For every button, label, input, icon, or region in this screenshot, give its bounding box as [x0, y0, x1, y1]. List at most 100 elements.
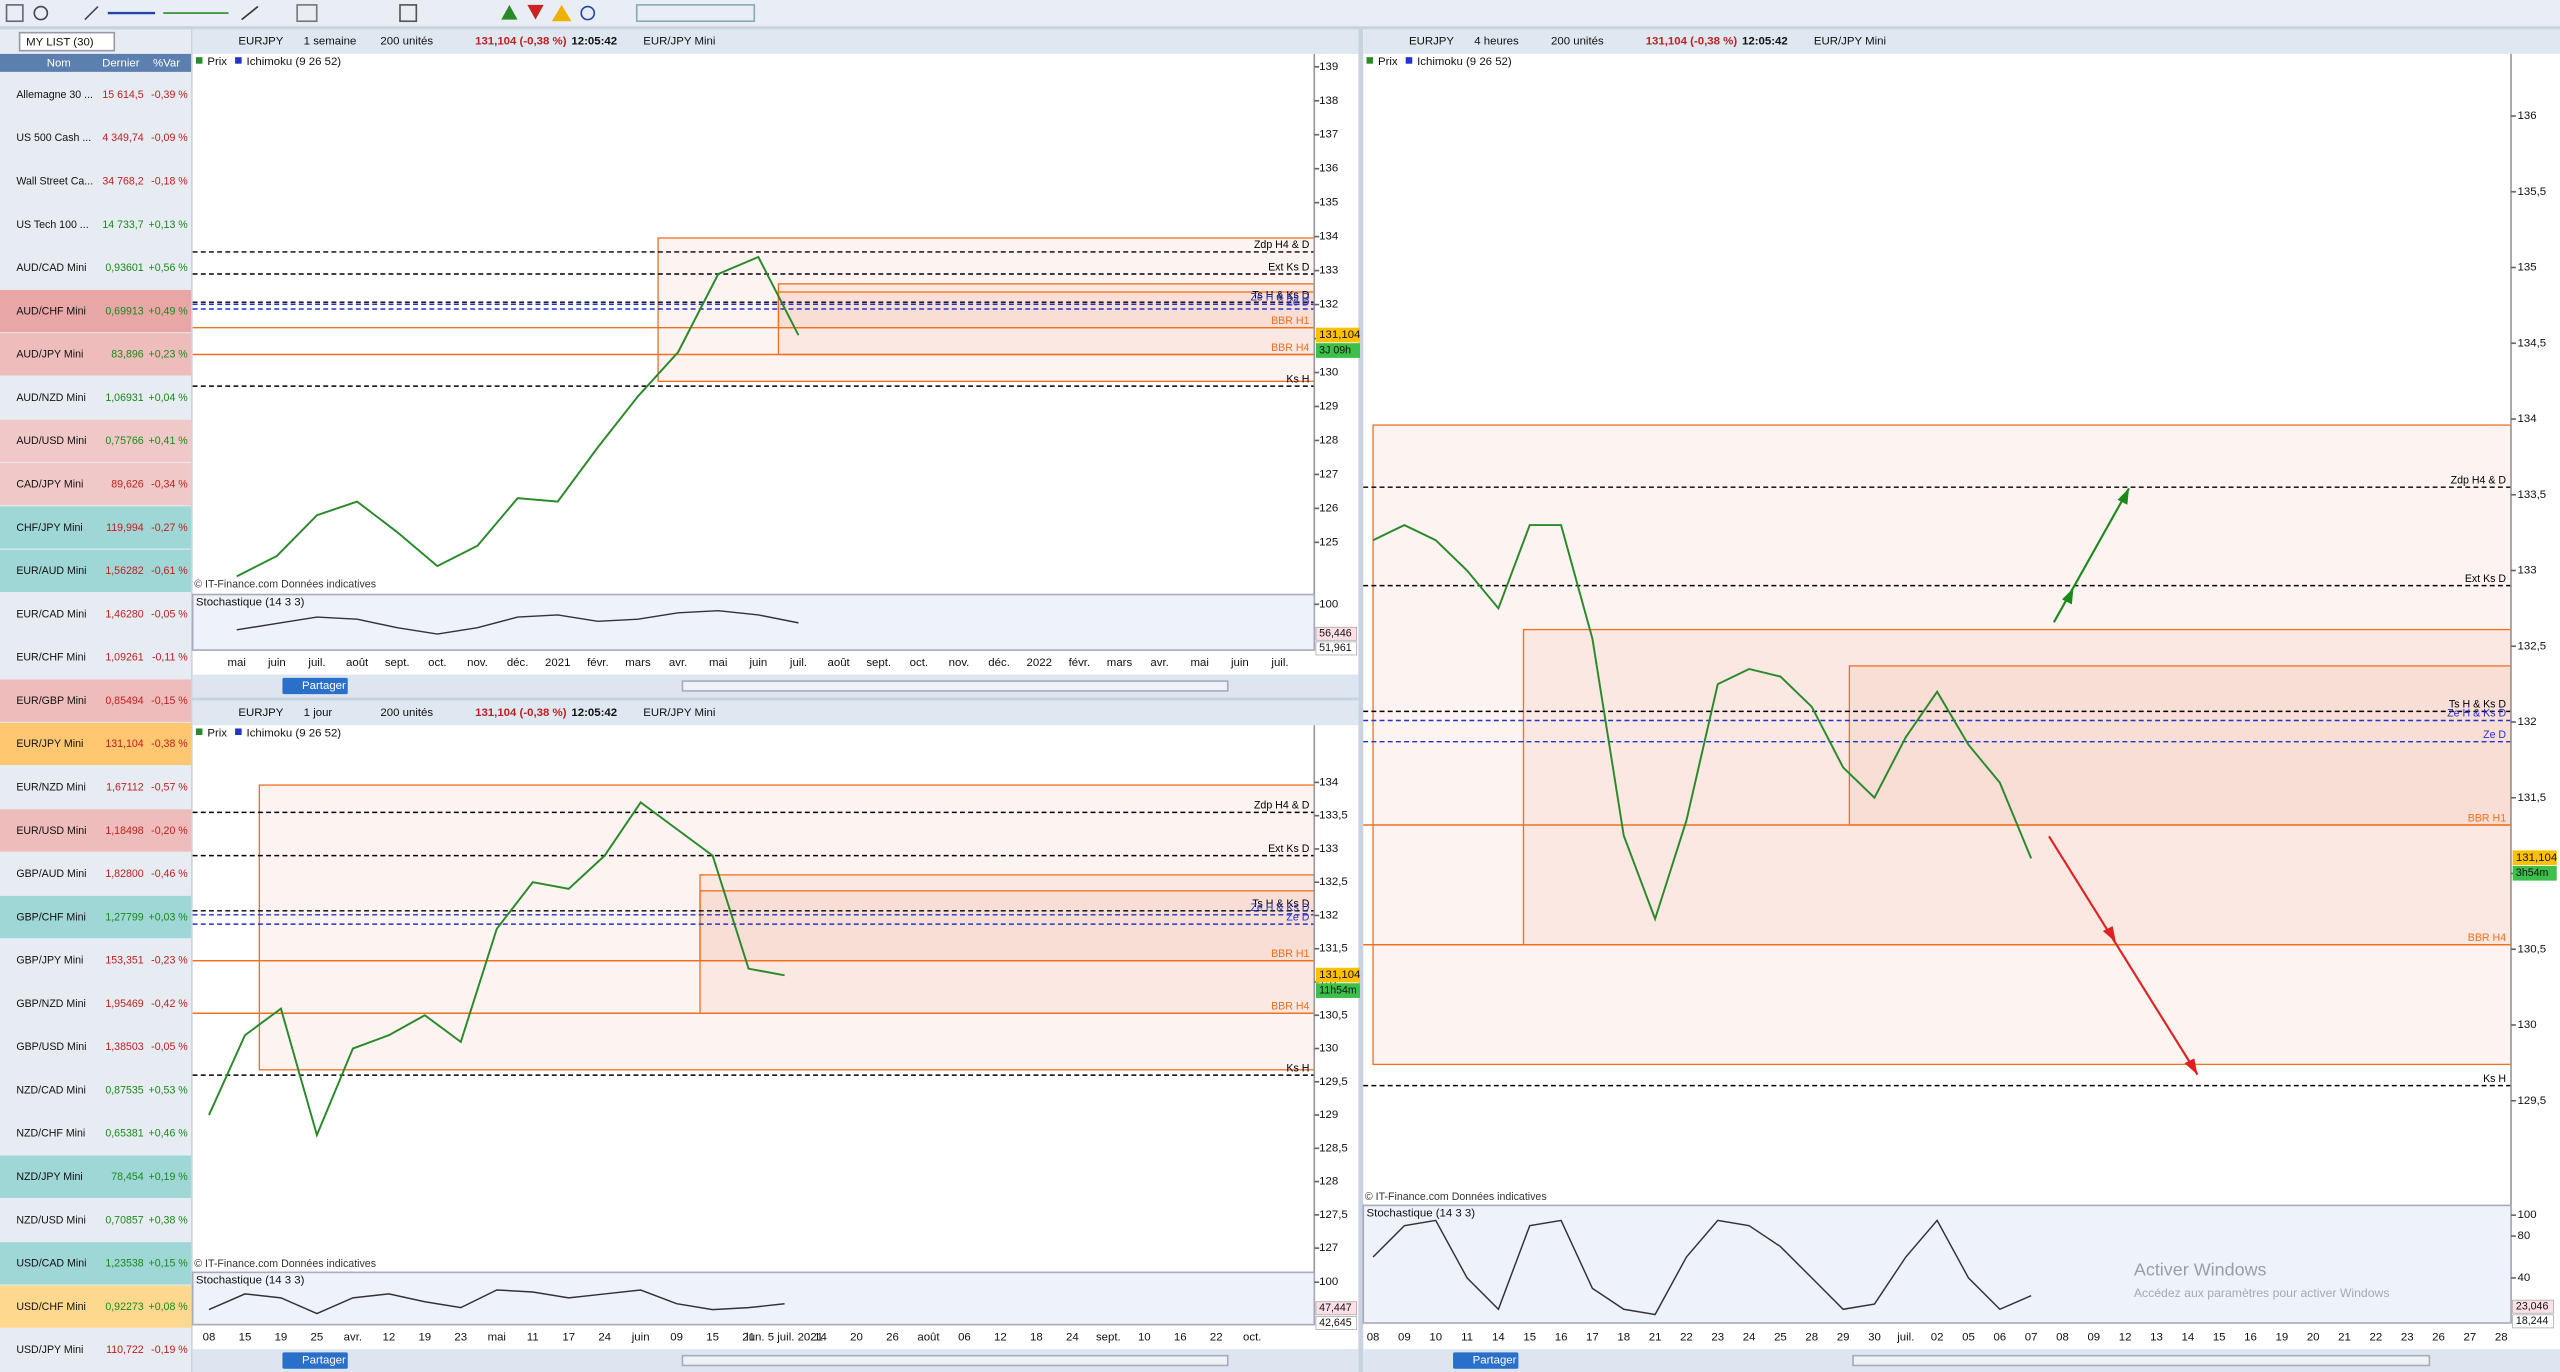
instrument-name[interactable]: US Tech 100 ...	[16, 219, 88, 231]
tool-fib[interactable]	[399, 4, 418, 23]
y-tick-label: 132	[1319, 909, 1338, 921]
change: -0,39 %	[151, 89, 188, 101]
level-label: Zdp H4 & D	[2451, 474, 2507, 486]
instrument-name[interactable]: EUR/CAD Mini	[16, 608, 86, 620]
instrument-name[interactable]: NZD/CHF Mini	[16, 1128, 85, 1140]
tool-alert[interactable]	[551, 4, 572, 22]
instrument-name[interactable]: CAD/JPY Mini	[16, 478, 83, 490]
change: -0,27 %	[151, 522, 188, 534]
share-button[interactable]: Partager	[1473, 1355, 1517, 1367]
tool-cursor[interactable]	[5, 4, 24, 23]
x-tick-label: août	[828, 657, 851, 669]
x-tick-label: mars	[625, 657, 651, 669]
share-button-bg[interactable]	[1453, 1352, 1519, 1369]
instrument-name[interactable]: NZD/CAD Mini	[16, 1084, 86, 1096]
stoch-tick-label: 80	[2518, 1230, 2531, 1242]
legend-entry[interactable]: Ichimoku (9 26 52)	[247, 56, 342, 68]
timeframe-select[interactable]: 1 jour	[304, 707, 333, 719]
y-tick-label: 139	[1319, 61, 1338, 73]
symbol-select[interactable]: EURJPY	[238, 707, 283, 719]
scrollbar[interactable]	[1852, 1354, 2431, 1367]
row-bg	[0, 895, 192, 939]
last-price: 1,06931	[105, 392, 143, 404]
instrument-name[interactable]: NZD/USD Mini	[16, 1214, 86, 1226]
units-select[interactable]: 200 unités	[380, 36, 433, 48]
legend-box	[235, 728, 242, 735]
share-button-bg[interactable]	[282, 677, 348, 695]
share-button[interactable]: Partager	[302, 680, 346, 692]
tool-buy[interactable]	[501, 4, 518, 20]
scrollbar[interactable]	[681, 1354, 1229, 1367]
instrument-name[interactable]: AUD/CHF Mini	[16, 305, 86, 317]
instrument-name[interactable]: GBP/USD Mini	[16, 1041, 86, 1053]
row-bg	[0, 1025, 192, 1069]
instrument-name[interactable]: AUD/USD Mini	[16, 435, 86, 447]
instrument-name[interactable]: USD/CHF Mini	[16, 1301, 86, 1313]
scrollbar[interactable]	[681, 680, 1229, 692]
instrument-name[interactable]: GBP/NZD Mini	[16, 998, 86, 1010]
level-label: Ext Ks D	[1268, 261, 1310, 273]
x-tick-label: août	[346, 657, 369, 669]
instrument-name[interactable]: NZD/JPY Mini	[16, 1171, 82, 1183]
tool-group[interactable]	[635, 4, 756, 23]
row-bg	[0, 1155, 192, 1198]
instrument-name[interactable]: AUD/CAD Mini	[16, 262, 86, 274]
instrument-name[interactable]: EUR/JPY Mini	[16, 738, 83, 750]
legend-entry[interactable]: Prix	[207, 56, 227, 68]
share-button[interactable]: Partager	[302, 1355, 346, 1367]
x-tick-label: 17	[1586, 1332, 1599, 1344]
symbol-select[interactable]: EURJPY	[1409, 36, 1454, 48]
last-price: 153,351	[105, 955, 143, 967]
instrument-name[interactable]: EUR/USD Mini	[16, 825, 86, 837]
instrument-name[interactable]: EUR/AUD Mini	[16, 565, 86, 577]
row-bg	[0, 116, 192, 160]
tool-pencil[interactable]	[84, 5, 99, 21]
instrument-name[interactable]: GBP/AUD Mini	[16, 868, 86, 880]
tool-ellipse[interactable]	[580, 5, 596, 21]
instrument-name[interactable]: Allemagne 30 ...	[16, 89, 93, 101]
chart-panel: EURJPY 4 heures 200 unités 131,104 (-0,38 %…	[1362, 29, 2560, 1372]
last-price: 1,27799	[105, 911, 143, 923]
instrument-name[interactable]: Wall Street Ca...	[16, 176, 93, 188]
tool-rect[interactable]	[296, 4, 318, 23]
legend-entry[interactable]: Ichimoku (9 26 52)	[1417, 56, 1512, 68]
legend-entry[interactable]: Prix	[1378, 56, 1398, 68]
x-tick-label: 08	[2056, 1332, 2069, 1344]
row-bg	[0, 506, 192, 549]
watchlist-select[interactable]	[18, 31, 116, 52]
row-bg	[0, 809, 192, 852]
legend-entry[interactable]: Ichimoku (9 26 52)	[247, 727, 342, 739]
timeframe-select[interactable]: 1 semaine	[304, 36, 357, 48]
instrument-name[interactable]: AUD/NZD Mini	[16, 392, 86, 404]
instrument-name[interactable]: CHF/JPY Mini	[16, 522, 82, 534]
instrument-name[interactable]: EUR/GBP Mini	[16, 695, 86, 707]
instrument-name[interactable]: US 500 Cash ...	[16, 132, 91, 144]
units-select[interactable]: 200 unités	[380, 707, 433, 719]
instrument-name[interactable]: AUD/JPY Mini	[16, 349, 83, 361]
instrument-name[interactable]: GBP/JPY Mini	[16, 955, 83, 967]
row-bg	[0, 376, 192, 419]
instrument-name[interactable]: GBP/CHF Mini	[16, 911, 86, 923]
tool-trend[interactable]	[241, 5, 259, 21]
y-tick-label: 136	[2518, 110, 2537, 122]
instrument-name[interactable]: EUR/CHF Mini	[16, 652, 86, 664]
instrument-name[interactable]: USD/JPY Mini	[16, 1344, 83, 1356]
last-price: 83,896	[111, 349, 144, 361]
timeframe-select[interactable]: 4 heures	[1474, 36, 1519, 48]
x-tick-label: 10	[1138, 1332, 1151, 1344]
instrument-name[interactable]: USD/CAD Mini	[16, 1258, 86, 1270]
tool-sell[interactable]	[527, 4, 544, 20]
stoch-tag	[1315, 626, 1358, 641]
y-tick-label: 135	[2518, 262, 2537, 274]
tool-zoom[interactable]	[33, 5, 49, 21]
instrument-name[interactable]: EUR/NZD Mini	[16, 781, 86, 793]
symbol-select[interactable]: EURJPY	[238, 36, 283, 48]
legend-box	[195, 728, 203, 735]
y-tick-label: 128,5	[1319, 1142, 1348, 1154]
legend-entry[interactable]: Prix	[207, 727, 227, 739]
change: +0,41 %	[149, 435, 189, 447]
share-button-bg[interactable]	[282, 1352, 348, 1369]
x-tick-label: 26	[2432, 1332, 2445, 1344]
units-select[interactable]: 200 unités	[1551, 36, 1604, 48]
